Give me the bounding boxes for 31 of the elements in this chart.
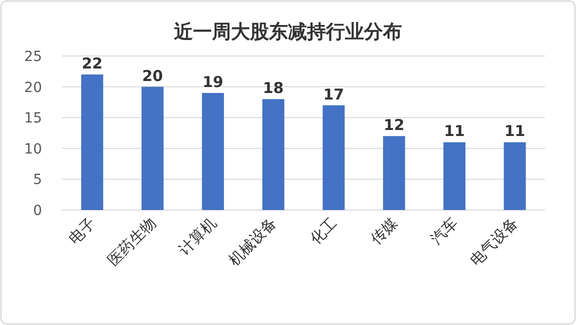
y-tick-label: 20: [24, 80, 42, 96]
x-tick-label: 电子: [65, 214, 100, 248]
data-label: 18: [262, 79, 284, 98]
bar: [262, 99, 284, 210]
x-tick-label: 电气设备: [466, 214, 522, 270]
bar: [443, 142, 466, 210]
bar: [202, 92, 224, 210]
x-tick-label: 化工: [306, 214, 341, 248]
x-tick-label: 计算机: [175, 214, 220, 259]
data-label: 12: [384, 116, 404, 134]
bar: [142, 86, 164, 210]
bar: [322, 105, 345, 210]
data-label: 19: [202, 72, 224, 91]
y-tick-label: 5: [33, 172, 42, 188]
data-label: 20: [142, 66, 163, 85]
x-tick-label: 医药生物: [104, 214, 160, 270]
data-label: 17: [323, 85, 344, 104]
y-tick-label: 10: [24, 141, 42, 158]
bar: [504, 142, 526, 210]
y-tick-label: 15: [24, 110, 42, 127]
data-label: 11: [444, 122, 465, 140]
x-tick-label: 汽车: [427, 214, 462, 248]
x-tick-label: 传媒: [366, 214, 401, 248]
x-tick-label: 机械设备: [224, 214, 280, 270]
y-tick-label: 25: [24, 49, 42, 65]
data-label: 11: [504, 122, 526, 140]
chart-title: 近一周大股东减持行业分布: [173, 21, 402, 43]
y-tick-label: 0: [33, 203, 42, 219]
data-label: 22: [82, 54, 103, 72]
bar: [383, 136, 406, 210]
bar: [81, 74, 104, 210]
